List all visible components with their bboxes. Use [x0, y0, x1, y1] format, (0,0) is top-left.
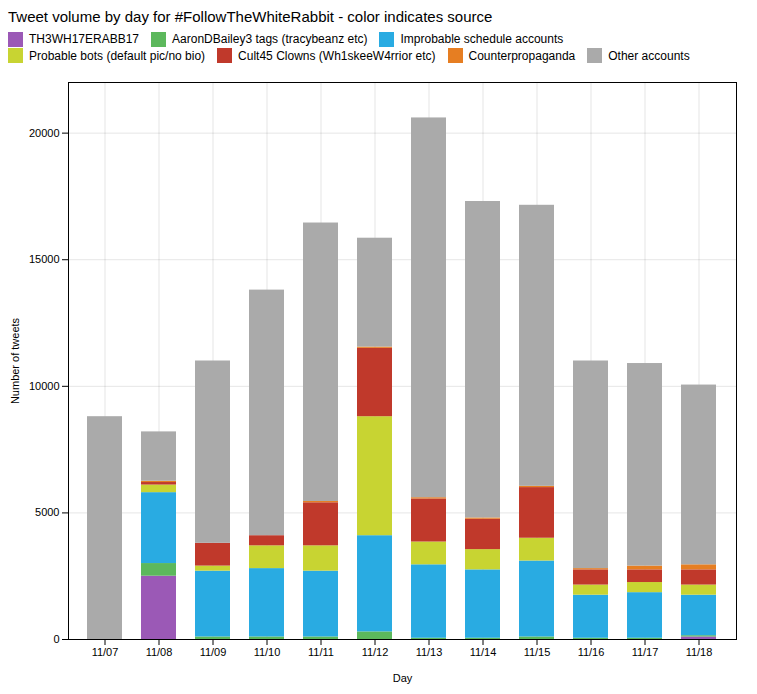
html-text:Other accounts: Other accounts — [608, 48, 690, 63]
html-text:Cult45 Clowns (Wh1skeeW4rrior: Cult45 Clowns (Wh1skeeW4rrior etc) — [238, 48, 436, 63]
svg-text:11/07: 11/07 — [92, 646, 119, 658]
svg-text:11/13: 11/13 — [416, 646, 443, 658]
svg-text:11/12: 11/12 — [362, 646, 389, 658]
svg-text:11/11: 11/11 — [308, 646, 334, 658]
svg-text:11/17: 11/17 — [632, 646, 659, 658]
svg-text:0: 0 — [53, 633, 59, 645]
html-text:TH3WH17ERABB17: TH3WH17ERABB17 — [29, 32, 139, 47]
html-text:Tweet volume by day for #Follo: Tweet volume by day for #FollowTheWhiteR… — [8, 8, 493, 25]
svg-text:11/16: 11/16 — [578, 646, 605, 658]
html-text:Improbable schedule accounts: Improbable schedule accounts — [400, 32, 564, 47]
html-text:Counterpropaganda: Counterpropaganda — [468, 48, 576, 63]
svg-text:11/15: 11/15 — [524, 646, 551, 658]
svg-text:10000: 10000 — [29, 380, 60, 392]
svg-text:11/08: 11/08 — [146, 646, 173, 658]
svg-text:11/09: 11/09 — [200, 646, 227, 658]
svg-text:11/14: 11/14 — [470, 646, 497, 658]
html-text:Probable bots (default pic/no: Probable bots (default pic/no bio) — [29, 48, 206, 63]
svg-text:15000: 15000 — [29, 253, 60, 265]
svg-text:Day: Day — [393, 672, 413, 684]
svg-text:Number of tweets: Number of tweets — [9, 317, 21, 404]
html-text:AaronDBailey3 tags (tracybeanz: AaronDBailey3 tags (tracybeanz etc) — [172, 32, 368, 47]
svg-text:5000: 5000 — [35, 506, 59, 518]
svg-text:11/18: 11/18 — [686, 646, 713, 658]
svg-text:20000: 20000 — [29, 127, 60, 139]
svg-text:11/10: 11/10 — [254, 646, 281, 658]
